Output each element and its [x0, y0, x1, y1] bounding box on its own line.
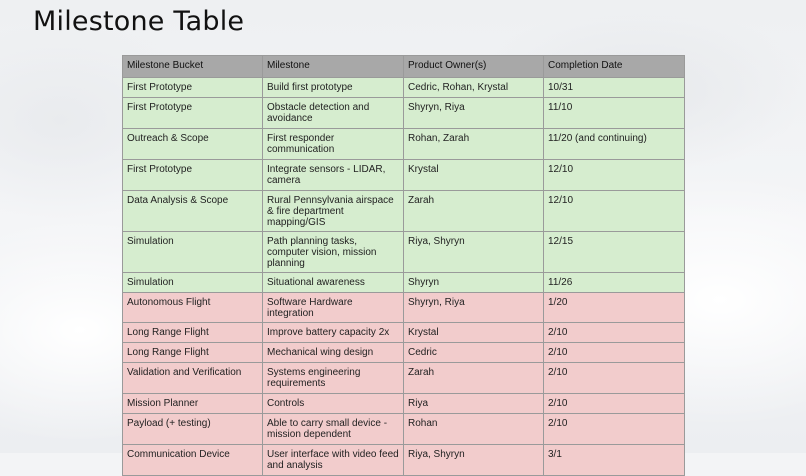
- cell-owners: Zarah: [403, 362, 544, 394]
- cell-bucket: First Prototype: [122, 97, 263, 129]
- cell-owners: Cedric, Rohan, Krystal: [403, 77, 544, 98]
- cell-date: 2/10: [543, 393, 685, 414]
- cell-date: 2/10: [543, 322, 685, 343]
- cell-milestone: Rural Pennsylvania airspace & fire depar…: [262, 190, 404, 232]
- cell-bucket: Payload (+ testing): [122, 413, 263, 445]
- cell-owners: Riya, Shyryn: [403, 444, 544, 476]
- cell-date: 11/10: [543, 97, 685, 129]
- cell-milestone: User interface with video feed and analy…: [262, 444, 404, 476]
- cell-bucket: Validation and Verification: [122, 362, 263, 394]
- cell-milestone: Mechanical wing design: [262, 342, 404, 363]
- cell-date: 11/20 (and continuing): [543, 128, 685, 160]
- cell-bucket: Autonomous Flight: [122, 292, 263, 323]
- cell-owners: Riya, Shyryn: [403, 231, 544, 273]
- cell-date: 2/10: [543, 413, 685, 445]
- cell-owners: Krystal: [403, 322, 544, 343]
- table-row: Mission Planner Controls Riya 2/10: [122, 393, 685, 414]
- cell-date: 12/10: [543, 190, 685, 232]
- slide-title: Milestone Table: [33, 6, 245, 37]
- cell-date: 1/20: [543, 292, 685, 323]
- cell-date: 3/1: [543, 444, 685, 476]
- cell-owners: Zarah: [403, 190, 544, 232]
- cell-bucket: First Prototype: [122, 77, 263, 98]
- cell-owners: Riya: [403, 393, 544, 414]
- table-row: Payload (+ testing) Able to carry small …: [122, 413, 685, 445]
- cell-bucket: Outreach & Scope: [122, 128, 263, 160]
- cell-date: 12/15: [543, 231, 685, 273]
- header-product-owners: Product Owner(s): [403, 55, 544, 78]
- cell-milestone: Software Hardware integration: [262, 292, 404, 323]
- cell-milestone: First responder communication: [262, 128, 404, 160]
- table-row: First Prototype Integrate sensors - LIDA…: [122, 159, 685, 191]
- cell-bucket: Mission Planner: [122, 393, 263, 414]
- cell-date: 11/26: [543, 272, 685, 293]
- cell-owners: Shyryn, Riya: [403, 97, 544, 129]
- table-row: First Prototype Obstacle detection and a…: [122, 97, 685, 129]
- cell-milestone: Able to carry small device - mission dep…: [262, 413, 404, 445]
- table-row: First Prototype Build first prototype Ce…: [122, 77, 685, 98]
- cell-milestone: Integrate sensors - LIDAR, camera: [262, 159, 404, 191]
- cell-date: 2/10: [543, 362, 685, 394]
- cell-owners: Krystal: [403, 159, 544, 191]
- table-row: Simulation Situational awareness Shyryn …: [122, 272, 685, 293]
- table-row: Long Range Flight Mechanical wing design…: [122, 342, 685, 363]
- milestone-table: Milestone Bucket Milestone Product Owner…: [122, 55, 685, 476]
- cell-milestone: Situational awareness: [262, 272, 404, 293]
- cell-owners: Shyryn, Riya: [403, 292, 544, 323]
- cell-owners: Shyryn: [403, 272, 544, 293]
- cell-owners: Rohan, Zarah: [403, 128, 544, 160]
- cell-date: 10/31: [543, 77, 685, 98]
- table-row: Data Analysis & Scope Rural Pennsylvania…: [122, 190, 685, 232]
- table-row: Communication Device User interface with…: [122, 444, 685, 476]
- header-milestone-bucket: Milestone Bucket: [122, 55, 263, 78]
- cell-owners: Cedric: [403, 342, 544, 363]
- table-row: Validation and Verification Systems engi…: [122, 362, 685, 394]
- table-row: Simulation Path planning tasks, computer…: [122, 231, 685, 273]
- table-row: Autonomous Flight Software Hardware inte…: [122, 292, 685, 323]
- header-completion-date: Completion Date: [543, 55, 685, 78]
- cell-bucket: Long Range Flight: [122, 342, 263, 363]
- cell-date: 2/10: [543, 342, 685, 363]
- table-header-row: Milestone Bucket Milestone Product Owner…: [122, 55, 685, 78]
- header-milestone: Milestone: [262, 55, 404, 78]
- cell-bucket: Simulation: [122, 272, 263, 293]
- cell-milestone: Path planning tasks, computer vision, mi…: [262, 231, 404, 273]
- cell-milestone: Obstacle detection and avoidance: [262, 97, 404, 129]
- cell-owners: Rohan: [403, 413, 544, 445]
- cell-date: 12/10: [543, 159, 685, 191]
- cell-bucket: Data Analysis & Scope: [122, 190, 263, 232]
- cell-milestone: Systems engineering requirements: [262, 362, 404, 394]
- table-row: Long Range Flight Improve battery capaci…: [122, 322, 685, 343]
- cell-milestone: Controls: [262, 393, 404, 414]
- cell-milestone: Build first prototype: [262, 77, 404, 98]
- cell-bucket: Simulation: [122, 231, 263, 273]
- cell-bucket: Communication Device: [122, 444, 263, 476]
- table-row: Outreach & Scope First responder communi…: [122, 128, 685, 160]
- cell-bucket: First Prototype: [122, 159, 263, 191]
- cell-bucket: Long Range Flight: [122, 322, 263, 343]
- cell-milestone: Improve battery capacity 2x: [262, 322, 404, 343]
